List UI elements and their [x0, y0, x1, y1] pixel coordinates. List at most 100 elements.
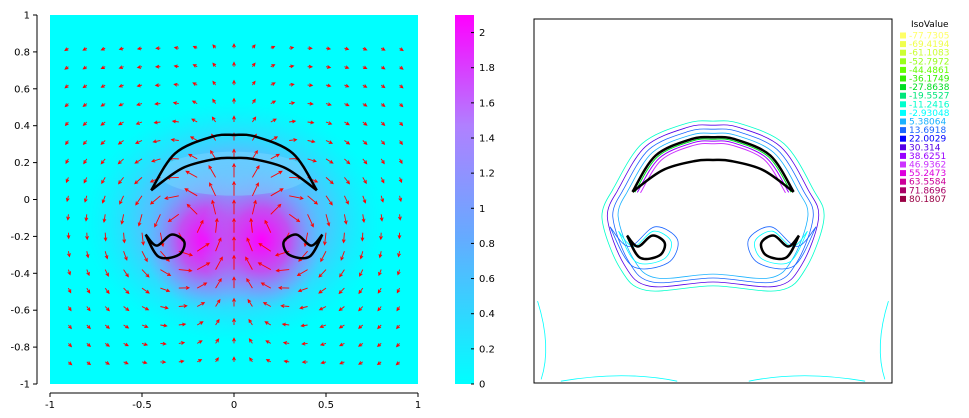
velocity-arrow: [283, 359, 290, 364]
velocity-arrow: [160, 287, 171, 293]
velocity-arrow: [341, 232, 346, 244]
velocity-arrow: [160, 323, 168, 328]
velocity-arrow: [210, 149, 216, 160]
legend-title: IsoValue: [911, 20, 949, 30]
velocity-arrow: [64, 65, 69, 70]
colorbar-tick-label: 0.2: [479, 344, 495, 355]
velocity-arrow: [136, 65, 143, 69]
velocity-arrow: [178, 322, 187, 327]
velocity-arrow: [265, 340, 272, 344]
velocity-arrow: [325, 214, 331, 227]
velocity-arrow: [123, 269, 129, 278]
legend-swatch: [900, 118, 906, 125]
velocity-arrow: [264, 219, 272, 233]
velocity-arrow: [232, 217, 236, 233]
contour-line: [879, 300, 889, 380]
velocity-arrow: [362, 102, 368, 107]
velocity-arrow: [103, 232, 108, 242]
legend-swatch: [900, 109, 906, 116]
velocity-arrow: [339, 269, 345, 278]
velocity-arrow: [325, 140, 334, 144]
velocity-arrow: [399, 103, 404, 108]
contour-line: [560, 375, 678, 382]
velocity-arrow: [251, 80, 256, 86]
velocity-arrow: [141, 232, 146, 246]
velocity-arrow: [117, 177, 124, 185]
legend-label: 38.6251: [909, 152, 946, 162]
velocity-arrow: [270, 203, 282, 215]
legend-label: -69.4194: [909, 40, 950, 50]
velocity-arrow: [84, 214, 89, 222]
velocity-arrow: [196, 359, 203, 363]
legend-swatch: [900, 32, 906, 39]
velocity-arrow: [378, 269, 382, 277]
velocity-arrow: [399, 140, 403, 146]
velocity-arrow: [380, 121, 386, 126]
velocity-arrow: [380, 195, 385, 203]
y-tick-label: 0.4: [14, 121, 30, 132]
velocity-arrow: [398, 214, 402, 221]
velocity-arrow: [136, 46, 143, 51]
velocity-arrow: [289, 101, 296, 106]
velocity-arrow: [396, 306, 401, 312]
velocity-arrow: [67, 251, 71, 258]
colorbar-tick-label: 1.8: [479, 63, 495, 74]
contour-line: [747, 226, 817, 270]
x-tick-label: -0.5: [132, 400, 152, 411]
velocity-arrow: [173, 46, 179, 50]
velocity-arrow: [104, 269, 109, 277]
velocity-arrow: [278, 285, 290, 290]
velocity-arrow: [160, 305, 169, 310]
velocity-arrow: [188, 153, 198, 160]
velocity-arrow: [185, 170, 198, 178]
velocity-arrow: [249, 217, 254, 233]
velocity-arrow: [232, 317, 236, 325]
velocity-arrow: [319, 324, 327, 328]
velocity-arrow: [123, 287, 130, 295]
velocity-arrow: [399, 84, 404, 89]
contour-line: [609, 226, 679, 270]
velocity-arrow: [251, 44, 256, 49]
velocity-arrow: [67, 287, 72, 294]
velocity-arrow: [172, 101, 179, 106]
velocity-arrow: [264, 321, 272, 326]
y-tick-label: -0.8: [10, 343, 30, 354]
velocity-arrow: [232, 337, 236, 344]
velocity-arrow: [232, 276, 236, 289]
velocity-arrow: [211, 116, 216, 123]
velocity-arrow: [307, 139, 316, 144]
velocity-arrow: [164, 195, 179, 200]
y-tick-label: 0: [24, 195, 30, 206]
velocity-arrow: [64, 121, 69, 127]
cap-inner-interface: [150, 156, 318, 192]
legend-label: 22.0029: [909, 135, 946, 145]
velocity-arrow: [104, 324, 110, 329]
velocity-arrow: [100, 65, 106, 69]
velocity-arrow: [208, 165, 216, 178]
velocity-arrow: [104, 287, 110, 295]
legend-swatch: [900, 195, 906, 202]
velocity-arrow: [282, 341, 290, 345]
velocity-arrow: [160, 269, 172, 277]
velocity-arrow: [104, 251, 109, 260]
velocity-arrow: [232, 199, 236, 215]
velocity-arrow: [258, 242, 272, 252]
velocity-arrow: [265, 359, 272, 363]
velocity-arrow: [344, 158, 351, 165]
velocity-arrow: [260, 282, 272, 289]
velocity-arrow: [141, 250, 148, 263]
legend-swatch: [900, 127, 906, 134]
velocity-arrow: [318, 306, 327, 311]
velocity-arrow: [86, 287, 91, 294]
velocity-arrow: [339, 360, 345, 365]
contour-line: [612, 128, 814, 284]
velocity-arrow: [215, 277, 222, 289]
x-tick-label: 0.5: [318, 400, 334, 411]
velocity-arrow: [289, 195, 304, 200]
velocity-arrow: [82, 121, 88, 126]
legend-swatch: [900, 144, 906, 151]
colorbar-tick-label: 0.4: [479, 309, 495, 320]
contour-line: [601, 120, 825, 292]
velocity-arrow: [399, 47, 404, 52]
cap-outer-interface: [631, 135, 795, 193]
